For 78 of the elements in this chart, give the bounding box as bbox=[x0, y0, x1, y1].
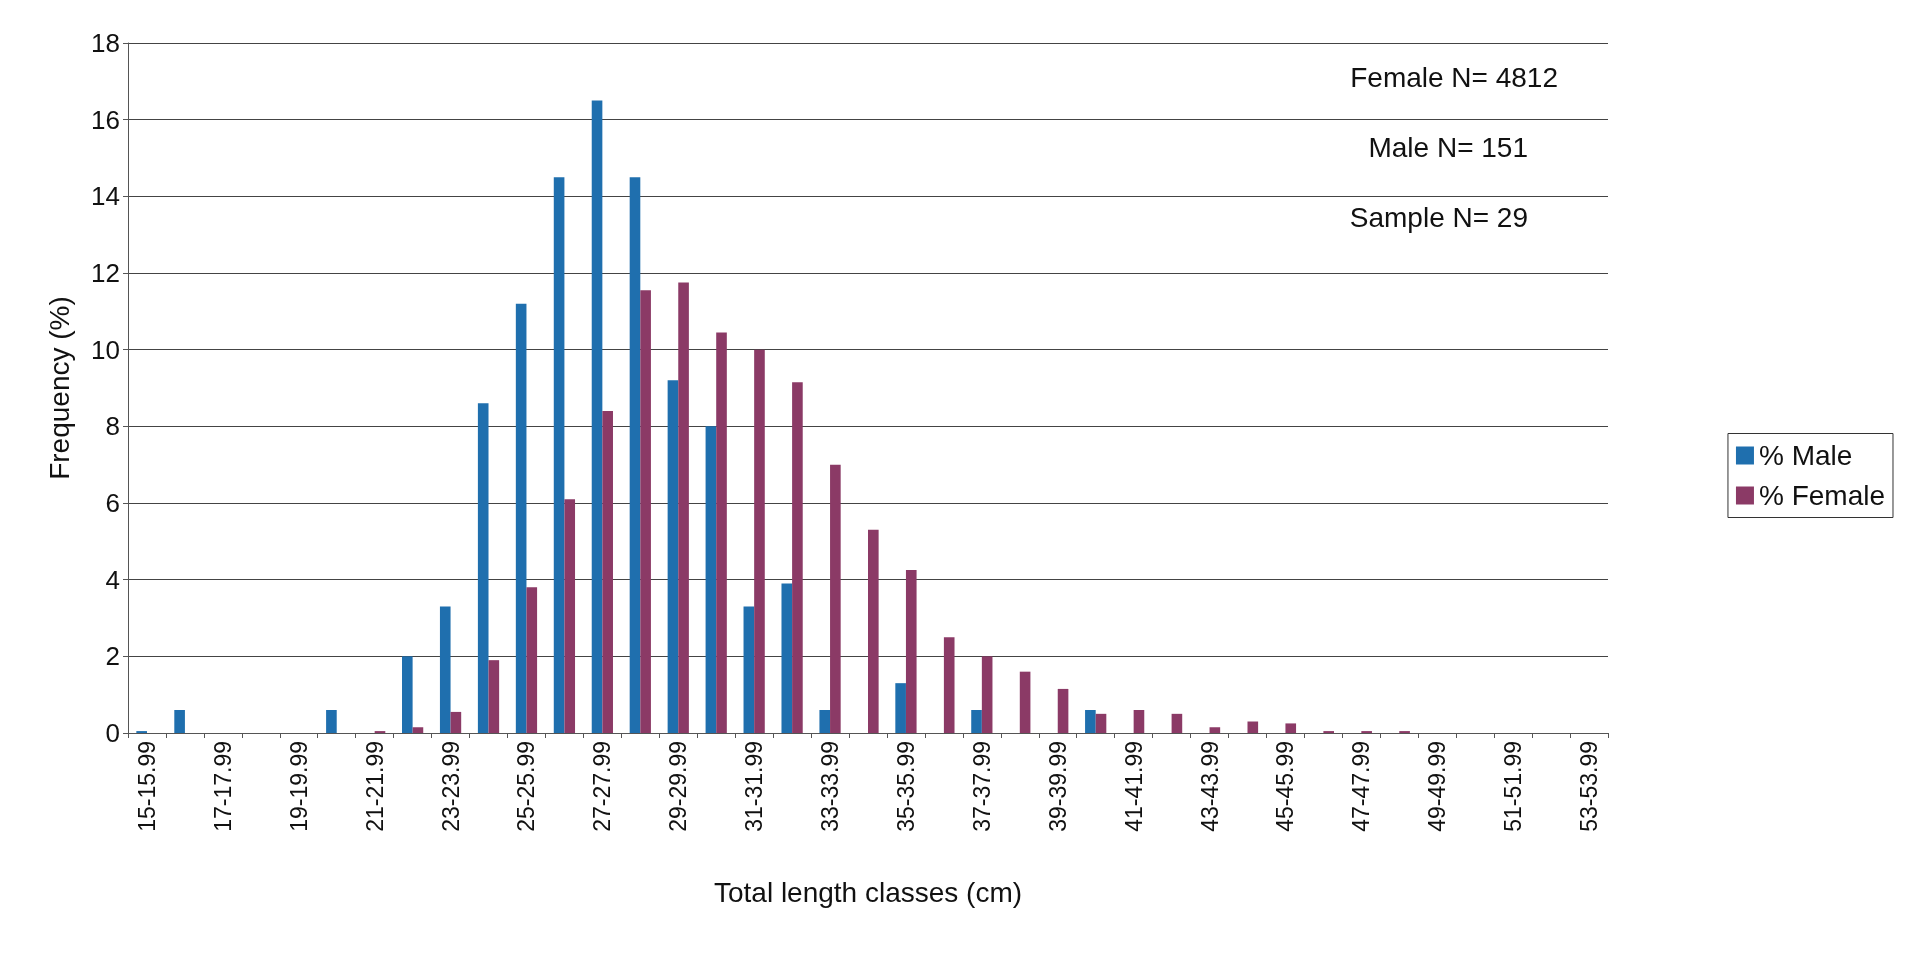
x-tick-label: 35-35.99 bbox=[892, 741, 919, 832]
bar bbox=[326, 710, 337, 733]
y-axis-title: Frequency (%) bbox=[43, 296, 75, 480]
x-tick-label: 27-27.99 bbox=[589, 741, 616, 832]
bar bbox=[819, 710, 831, 733]
bar bbox=[450, 711, 462, 733]
bar bbox=[640, 290, 651, 733]
bar bbox=[895, 683, 906, 733]
x-tick-label: 23-23.99 bbox=[437, 741, 464, 832]
annotation: Female N= 4812 bbox=[1350, 61, 1559, 93]
bar bbox=[526, 587, 538, 733]
bar bbox=[401, 656, 413, 733]
bar bbox=[515, 303, 527, 733]
bar bbox=[1247, 721, 1259, 733]
x-tick-label: 15-15.99 bbox=[133, 741, 160, 832]
bar bbox=[971, 710, 982, 733]
bar bbox=[667, 380, 679, 733]
y-tick-label: 10 bbox=[91, 334, 120, 365]
x-tick-label: 17-17.99 bbox=[209, 741, 236, 832]
bar bbox=[981, 656, 993, 733]
bar bbox=[1285, 723, 1297, 733]
bar bbox=[1057, 688, 1069, 733]
bar bbox=[629, 177, 641, 733]
x-tick-label: 31-31.99 bbox=[741, 741, 768, 832]
legend-label: % Male bbox=[1758, 440, 1853, 471]
x-tick-label: 21-21.99 bbox=[361, 741, 388, 832]
bar bbox=[905, 570, 917, 733]
bar bbox=[781, 583, 793, 733]
x-tick-label: 33-33.99 bbox=[817, 741, 844, 832]
x-tick-label: 45-45.99 bbox=[1272, 741, 1299, 832]
x-tick-label: 29-29.99 bbox=[665, 741, 692, 832]
x-tick-label: 47-47.99 bbox=[1348, 741, 1375, 832]
annotation: Sample N= 29 bbox=[1349, 201, 1529, 233]
bar bbox=[439, 606, 451, 733]
bar bbox=[705, 426, 717, 733]
bar bbox=[716, 332, 727, 733]
x-tick-label: 53-53.99 bbox=[1576, 741, 1603, 832]
bar bbox=[743, 606, 755, 733]
bar bbox=[754, 349, 765, 733]
y-tick-label: 6 bbox=[105, 488, 120, 518]
y-tick-label: 0 bbox=[105, 718, 120, 748]
bar bbox=[488, 660, 500, 733]
bar bbox=[678, 282, 689, 733]
bar bbox=[830, 464, 841, 733]
x-tick-label: 39-39.99 bbox=[1044, 741, 1071, 832]
x-tick-label: 41-41.99 bbox=[1120, 741, 1147, 832]
bar bbox=[1085, 710, 1096, 733]
bar bbox=[1019, 671, 1031, 733]
y-tick-label: 14 bbox=[91, 181, 120, 212]
bar bbox=[602, 411, 613, 733]
bar bbox=[1095, 713, 1107, 733]
y-tick-label: 4 bbox=[105, 564, 120, 595]
x-tick-label: 37-37.99 bbox=[968, 741, 995, 832]
bar bbox=[477, 403, 489, 733]
bar bbox=[591, 100, 603, 733]
x-tick-label: 51-51.99 bbox=[1500, 741, 1527, 832]
y-tick-label: 18 bbox=[91, 28, 120, 58]
x-tick-label: 19-19.99 bbox=[285, 741, 312, 832]
bar bbox=[412, 727, 424, 733]
x-tick-label: 43-43.99 bbox=[1196, 741, 1223, 832]
annotation: Male N= 151 bbox=[1368, 131, 1529, 163]
y-tick-label: 12 bbox=[91, 258, 120, 288]
x-tick-label: 25-25.99 bbox=[513, 741, 540, 832]
x-tick-label: 49-49.99 bbox=[1424, 741, 1451, 832]
y-tick-label: 8 bbox=[105, 411, 120, 442]
bar bbox=[792, 382, 803, 733]
legend-label: % Female bbox=[1758, 480, 1886, 511]
y-tick-label: 2 bbox=[105, 641, 120, 672]
bar bbox=[564, 499, 576, 733]
bar bbox=[1133, 710, 1145, 733]
x-axis-title: Total length classes (cm) bbox=[713, 876, 1023, 908]
bar bbox=[1171, 713, 1183, 733]
bar bbox=[553, 177, 565, 733]
bar bbox=[943, 637, 955, 733]
bar bbox=[174, 710, 185, 733]
y-tick-label: 16 bbox=[91, 104, 120, 135]
bar bbox=[1209, 727, 1221, 733]
bar bbox=[868, 529, 879, 733]
